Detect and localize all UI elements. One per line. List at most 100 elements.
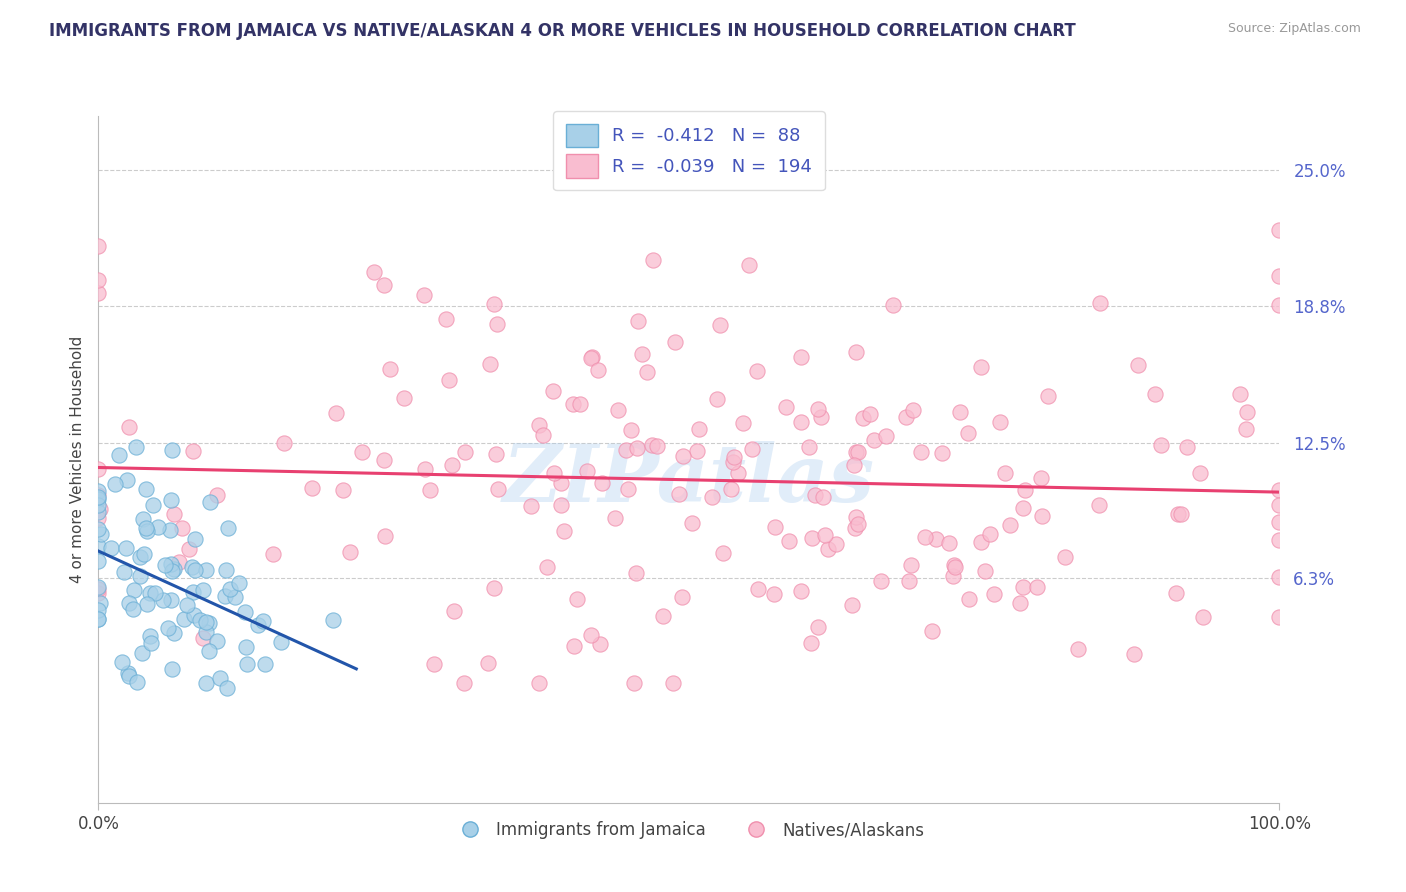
Point: [135, 521, 157, 535]
Point: [801, 531, 824, 545]
Point: [731, 416, 754, 430]
Point: [979, 527, 1001, 541]
Point: [567, 592, 589, 607]
Point: [443, 604, 465, 618]
Point: [662, 676, 685, 690]
Point: [208, 671, 231, 685]
Point: [603, 511, 626, 525]
Point: [620, 423, 643, 437]
Point: [591, 476, 613, 491]
Point: [252, 614, 274, 628]
Point: [641, 438, 664, 452]
Point: [90, 527, 112, 541]
Point: [1167, 507, 1189, 521]
Point: [235, 640, 257, 654]
Point: [957, 591, 980, 606]
Point: [129, 550, 152, 565]
Point: [350, 445, 373, 459]
Point: [104, 476, 127, 491]
Point: [1268, 498, 1291, 512]
Point: [1236, 405, 1258, 419]
Point: [135, 482, 157, 496]
Point: [645, 439, 668, 453]
Point: [423, 657, 446, 671]
Point: [89, 596, 111, 610]
Point: [373, 453, 395, 467]
Point: [191, 582, 214, 597]
Point: [1123, 647, 1146, 661]
Legend: Immigrants from Jamaica, Natives/Alaskans: Immigrants from Jamaica, Natives/Alaskan…: [446, 814, 932, 846]
Point: [1126, 358, 1149, 372]
Point: [817, 542, 839, 557]
Point: [160, 564, 183, 578]
Point: [125, 440, 148, 454]
Point: [125, 674, 148, 689]
Point: [205, 634, 228, 648]
Point: [87, 462, 110, 476]
Point: [87, 586, 110, 600]
Point: [875, 429, 897, 443]
Point: [988, 415, 1011, 429]
Point: [139, 635, 162, 649]
Point: [898, 574, 921, 588]
Point: [236, 657, 259, 672]
Point: [1192, 609, 1215, 624]
Point: [1229, 387, 1251, 401]
Point: [160, 492, 183, 507]
Point: [253, 657, 276, 671]
Point: [87, 492, 110, 507]
Point: [194, 625, 217, 640]
Point: [131, 646, 153, 660]
Point: [1010, 596, 1032, 610]
Point: [1268, 570, 1291, 584]
Point: [198, 615, 221, 630]
Point: [562, 397, 585, 411]
Point: [132, 512, 155, 526]
Point: [636, 365, 658, 379]
Point: [807, 620, 830, 634]
Point: [643, 253, 665, 268]
Point: [824, 537, 846, 551]
Point: [107, 448, 129, 462]
Point: [1236, 422, 1258, 436]
Point: [623, 676, 645, 690]
Point: [339, 545, 361, 559]
Point: [998, 518, 1021, 533]
Point: [419, 483, 441, 497]
Point: [1150, 438, 1173, 452]
Point: [983, 587, 1005, 601]
Point: [747, 582, 769, 596]
Point: [332, 483, 354, 497]
Point: [550, 476, 572, 491]
Point: [176, 598, 198, 612]
Point: [111, 655, 134, 669]
Point: [160, 662, 183, 676]
Point: [87, 554, 110, 568]
Point: [846, 445, 869, 459]
Point: [686, 443, 709, 458]
Point: [1029, 471, 1052, 485]
Point: [1268, 483, 1291, 497]
Point: [117, 665, 139, 680]
Point: [180, 559, 202, 574]
Point: [153, 558, 176, 572]
Point: [122, 601, 145, 615]
Point: [804, 488, 827, 502]
Point: [132, 548, 155, 562]
Point: [1067, 642, 1090, 657]
Point: [852, 410, 875, 425]
Point: [723, 450, 745, 464]
Point: [814, 528, 837, 542]
Point: [148, 519, 170, 533]
Point: [413, 462, 436, 476]
Point: [900, 558, 922, 573]
Point: [943, 560, 966, 574]
Point: [188, 613, 211, 627]
Point: [87, 580, 110, 594]
Point: [194, 563, 217, 577]
Point: [454, 444, 477, 458]
Point: [706, 392, 728, 406]
Point: [138, 586, 160, 600]
Point: [910, 444, 932, 458]
Point: [453, 676, 475, 690]
